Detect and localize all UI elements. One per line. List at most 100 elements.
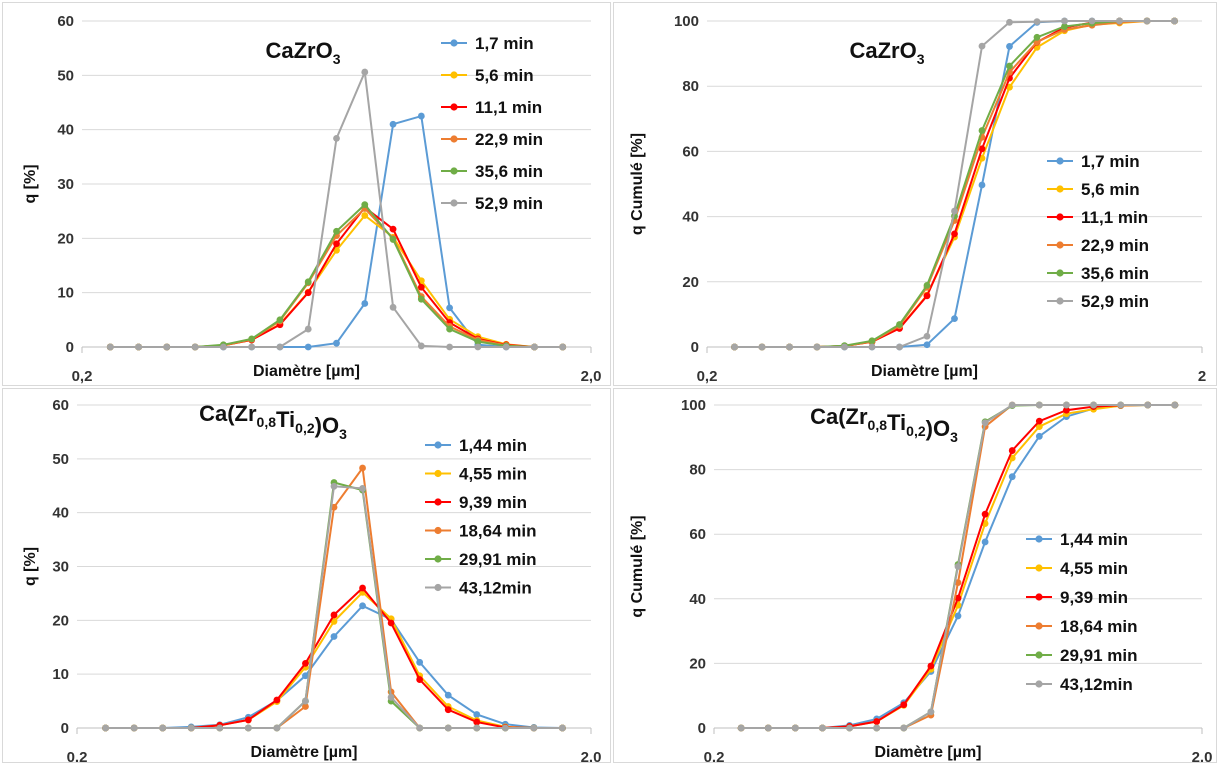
legend-label: 4,55 min (1060, 559, 1128, 578)
data-point (304, 289, 312, 297)
data-point (502, 343, 510, 351)
y-tick-label: 10 (57, 285, 74, 302)
data-point (187, 724, 195, 732)
data-point (1035, 401, 1043, 409)
data-point (978, 145, 986, 153)
data-point (813, 343, 821, 351)
legend-swatch-marker (1035, 651, 1043, 659)
data-point (273, 696, 281, 704)
data-point (873, 724, 881, 732)
legend-label: 18,64 min (459, 522, 537, 541)
data-point (1006, 83, 1013, 91)
data-point (361, 300, 369, 307)
legend-label: 22,9 min (475, 130, 543, 149)
legend-label: 43,12min (459, 579, 532, 598)
y-tick-label: 60 (682, 143, 699, 160)
data-point (135, 343, 142, 351)
y-axis-label: q Cumulé [%] (629, 133, 646, 235)
data-point (106, 343, 114, 351)
chart-panel-2: 0 20 40 60 80 100 0,2 2 Diamètre [µm] q Cumulé [%… (613, 2, 1217, 386)
data-point (981, 510, 989, 518)
data-point (333, 227, 340, 235)
data-point (873, 718, 881, 725)
data-point (304, 278, 312, 286)
x-tick-label: 0,2 (67, 749, 88, 763)
data-point (474, 338, 482, 345)
data-point (786, 343, 793, 351)
legend-swatch-marker (1035, 680, 1043, 688)
legend-swatch-marker (1035, 593, 1043, 601)
data-point (1008, 401, 1016, 409)
data-point (951, 315, 958, 323)
data-point (416, 658, 424, 666)
data-point (923, 332, 931, 340)
data-point (981, 538, 989, 546)
legend-swatch-marker (450, 39, 458, 47)
y-tick-label: 80 (682, 78, 699, 95)
data-point (1006, 43, 1013, 50)
data-point (473, 718, 481, 726)
data-point (359, 584, 366, 592)
chart-title: CaZrO3 (265, 38, 340, 67)
chart-title: CaZrO3 (849, 38, 924, 67)
data-point (130, 724, 138, 732)
data-point (304, 325, 312, 333)
y-tick-label: 100 (681, 397, 706, 414)
data-point (1033, 33, 1041, 41)
data-point (359, 464, 366, 472)
data-point (737, 724, 745, 732)
data-point (474, 343, 482, 351)
data-point (927, 662, 935, 670)
y-tick-label: 0 (66, 339, 74, 356)
data-point (896, 343, 903, 351)
data-point (389, 236, 397, 243)
x-tick-label: 2,0 (581, 749, 602, 763)
data-point (900, 701, 908, 709)
legend-swatch-marker (450, 135, 458, 143)
legend-swatch-marker (1035, 564, 1043, 572)
y-tick-label: 80 (689, 462, 706, 479)
data-point (1063, 406, 1070, 414)
data-point (819, 724, 826, 732)
data-point (444, 691, 452, 699)
y-axis-label: q [%] (22, 164, 39, 203)
data-point (248, 343, 256, 351)
data-point (978, 181, 986, 189)
y-tick-label: 50 (52, 451, 69, 468)
y-tick-label: 60 (57, 13, 74, 30)
legend-swatch-marker (434, 526, 442, 535)
data-point (501, 724, 509, 732)
x-axis-label: Diamètre [µm] (250, 744, 357, 761)
data-point (868, 343, 876, 351)
x-tick-label: 2 (1198, 368, 1206, 385)
legend-label: 11,1 min (1081, 208, 1148, 227)
x-tick-label: 0,2 (697, 368, 718, 385)
legend-swatch-marker (434, 441, 442, 449)
data-point (248, 335, 256, 343)
data-point (1035, 417, 1043, 425)
legend-swatch-marker (1056, 269, 1064, 277)
legend-swatch-marker (450, 199, 458, 207)
data-point (1008, 473, 1016, 481)
data-point (273, 724, 281, 732)
data-point (387, 619, 395, 627)
data-point (163, 343, 171, 351)
data-point (446, 325, 454, 333)
legend-swatch-marker (1056, 241, 1064, 249)
data-point (359, 485, 366, 492)
y-tick-label: 40 (57, 122, 74, 139)
x-tick-label: 0,2 (704, 749, 725, 763)
data-point (276, 316, 284, 324)
data-point (416, 724, 424, 732)
legend-label: 9,39 min (459, 493, 527, 512)
chart-panel-1: 0 10 20 30 40 50 60 0,2 2,0 Diamètre [µm] q [%] CaZ… (2, 2, 611, 386)
y-tick-label: 60 (689, 526, 706, 543)
data-point (361, 68, 369, 76)
y-tick-label: 40 (682, 209, 699, 226)
series-line (110, 203, 563, 348)
data-point (900, 724, 908, 732)
data-point (191, 343, 199, 351)
data-point (530, 724, 538, 732)
data-point (417, 112, 425, 120)
